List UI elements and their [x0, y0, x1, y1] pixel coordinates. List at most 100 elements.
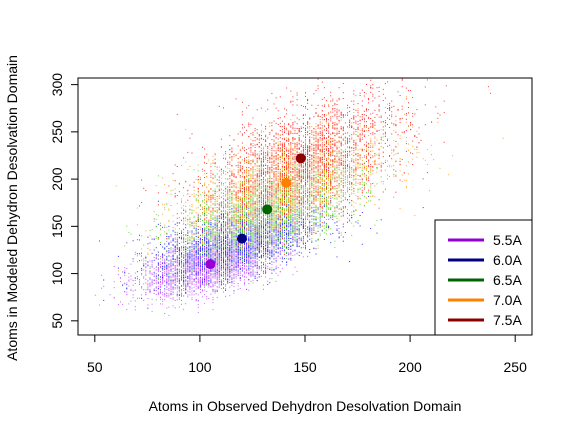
scatter-point — [237, 253, 239, 255]
scatter-point — [250, 276, 252, 278]
scatter-point — [162, 255, 164, 257]
scatter-point — [172, 240, 174, 242]
scatter-point — [124, 275, 126, 277]
scatter-point — [315, 240, 317, 242]
scatter-point — [229, 248, 231, 250]
scatter-point — [271, 246, 273, 248]
scatter-point — [197, 279, 199, 281]
scatter-point — [223, 240, 224, 242]
scatter-point — [258, 267, 260, 268]
scatter-point — [206, 253, 208, 255]
scatter-point — [286, 223, 288, 225]
scatter-point — [265, 229, 267, 231]
scatter-point — [273, 255, 275, 257]
scatter-point — [189, 261, 191, 263]
scatter-point — [168, 264, 170, 265]
scatter-point — [204, 264, 206, 266]
scatter-point — [210, 248, 212, 250]
scatter-point — [216, 271, 218, 272]
scatter-point — [212, 286, 214, 288]
scatter-point — [237, 272, 239, 274]
scatter-point — [206, 233, 208, 235]
scatter-point — [170, 285, 172, 287]
scatter-point — [109, 294, 111, 296]
scatter-point — [187, 230, 189, 232]
scatter-point — [210, 271, 212, 272]
scatter-point — [155, 269, 157, 271]
scatter-point — [176, 239, 178, 241]
scatter-point — [313, 215, 315, 217]
scatter-point — [223, 272, 224, 274]
scatter-point — [214, 238, 216, 240]
scatter-point — [254, 226, 256, 228]
scatter-point — [269, 278, 271, 280]
scatter-point — [168, 243, 170, 245]
scatter-point — [181, 279, 182, 281]
scatter-point — [185, 271, 187, 272]
scatter-point — [197, 306, 199, 308]
scatter-point — [220, 274, 222, 276]
scatter-point — [195, 242, 197, 244]
scatter-point — [191, 266, 193, 268]
scatter-point — [202, 263, 203, 265]
scatter-point — [220, 262, 222, 264]
scatter-point — [187, 262, 189, 264]
scatter-point — [227, 240, 229, 242]
scatter-point — [178, 279, 180, 281]
scatter-point — [359, 215, 361, 216]
scatter-point — [225, 217, 227, 219]
scatter-point — [170, 259, 172, 261]
scatter-point — [241, 221, 243, 223]
scatter-point — [128, 280, 130, 282]
scatter-point — [231, 232, 233, 234]
scatter-point — [292, 210, 294, 212]
scatter-point — [183, 240, 185, 242]
scatter-point — [300, 240, 302, 242]
scatter-point — [160, 291, 161, 293]
scatter-point — [218, 239, 220, 241]
scatter-point — [214, 266, 216, 268]
scatter-point — [193, 294, 195, 296]
scatter-point — [237, 271, 239, 273]
scatter-point — [195, 255, 197, 257]
scatter-point — [290, 257, 292, 259]
scatter-point — [214, 268, 216, 270]
scatter-point — [281, 244, 283, 246]
scatter-point — [233, 227, 235, 229]
scatter-point — [256, 265, 258, 267]
scatter-point — [212, 238, 214, 239]
scatter-point — [250, 263, 252, 265]
scatter-point — [187, 294, 189, 296]
scatter-point — [168, 242, 170, 244]
scatter-point — [309, 205, 311, 207]
scatter-point — [172, 255, 174, 257]
scatter-point — [246, 221, 248, 223]
scatter-point — [256, 174, 258, 176]
scatter-point — [216, 262, 218, 264]
scatter-point — [216, 259, 218, 261]
scatter-point — [309, 228, 311, 230]
scatter-point — [248, 262, 250, 263]
scatter-point — [225, 234, 227, 236]
scatter-point — [178, 255, 180, 257]
scatter-point — [153, 273, 155, 275]
scatter-point — [187, 256, 189, 258]
scatter-point — [265, 250, 267, 252]
scatter-point — [212, 289, 214, 291]
scatter-point — [174, 253, 176, 255]
scatter-point — [185, 275, 187, 277]
scatter-point — [130, 263, 132, 265]
scatter-point — [220, 257, 222, 259]
scatter-point — [241, 220, 243, 222]
scatter-point — [153, 237, 155, 239]
scatter-point — [275, 260, 277, 262]
scatter-point — [168, 263, 170, 265]
scatter-point — [235, 229, 237, 231]
scatter-point — [153, 276, 155, 277]
scatter-point — [181, 233, 182, 234]
scatter-point — [126, 282, 128, 284]
scatter-point — [170, 276, 172, 278]
scatter-point — [183, 217, 185, 219]
scatter-point — [218, 256, 220, 258]
scatter-point — [300, 252, 302, 254]
